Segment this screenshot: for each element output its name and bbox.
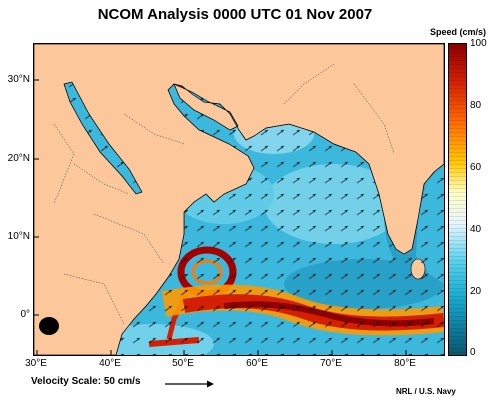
colorbar-gradient [449,44,466,355]
lat-tick-0: 0° [20,309,30,320]
colorbar-tick-80: 80 [470,100,482,111]
speed-colorbar [448,43,467,356]
lat-tick-30n: 30°N [7,74,30,85]
axis-ticks [34,79,407,355]
country-borders [53,63,395,325]
colorbar-tick-60: 60 [470,162,482,173]
land-mass-overlay [34,44,444,355]
lon-tick-40e: 40°E [99,358,121,369]
colorbar-tick-0: 0 [470,347,476,358]
map-canvas [34,44,444,355]
lon-tick-70e: 70°E [320,358,342,369]
lat-tick-20n: 20°N [7,153,30,164]
colorbar-tick-20: 20 [470,286,482,297]
lake-victoria [39,317,59,335]
current-speed-map [33,43,445,356]
lon-tick-50e: 50°E [172,358,194,369]
colorbar-tick-40: 40 [470,224,482,235]
lon-tick-60e: 60°E [246,358,268,369]
colorbar-title: Speed (cm/s) [430,27,487,37]
lon-tick-30e: 30°E [25,358,47,369]
credit-label: NRL / U.S. Navy [396,387,456,396]
colorbar-tick-100: 100 [470,38,487,49]
lat-tick-10n: 10°N [7,231,30,242]
velocity-scale-label: Velocity Scale: 50 cm/s [31,376,141,387]
velocity-scale-arrow-icon [165,380,214,388]
map-title: NCOM Analysis 0000 UTC 01 Nov 2007 [97,6,373,23]
lon-tick-80e: 80°E [394,358,416,369]
